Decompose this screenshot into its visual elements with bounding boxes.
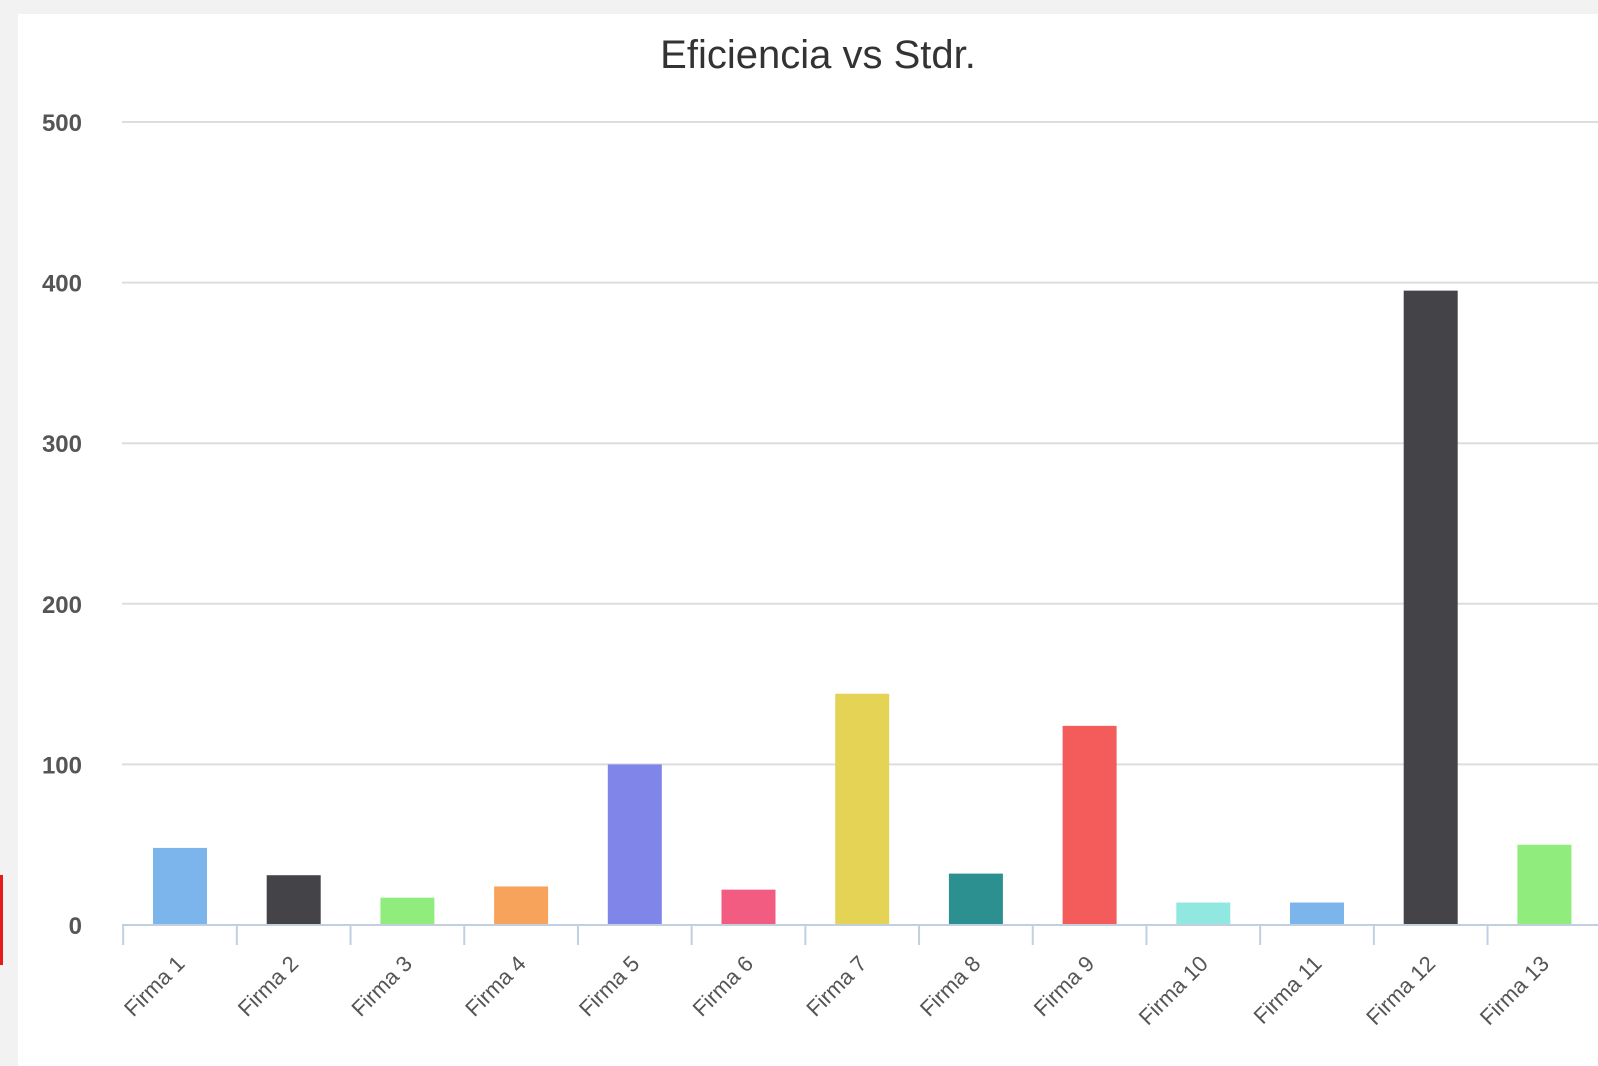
bar-firma-7[interactable]: [835, 693, 890, 925]
chart-title: Eficiencia vs Stdr.: [660, 33, 976, 77]
x-tick-label: Firma 12: [1361, 951, 1440, 1030]
bar-firma-9[interactable]: [1062, 725, 1117, 925]
x-tick-label: Firma 10: [1134, 951, 1213, 1030]
x-tick-label: Firma 4: [460, 951, 530, 1021]
bar-firma-13[interactable]: [1517, 844, 1572, 925]
y-tick-label: 400: [42, 271, 82, 298]
gridlines: [122, 121, 1598, 766]
bar-firma-11[interactable]: [1290, 902, 1344, 925]
bar-firma-6[interactable]: [721, 889, 776, 925]
x-axis-labels: Firma 1 Firma 2 Firma 3 Firma 4 Firma 5 Firma…: [119, 951, 1554, 1030]
y-tick-label: 500: [42, 110, 82, 137]
y-tick-label: 100: [42, 752, 82, 779]
x-tick-label: Firma 3: [347, 951, 417, 1021]
bar-firma-12[interactable]: [1403, 290, 1458, 925]
x-tick-label: Firma 1: [119, 951, 189, 1021]
x-axis: [122, 924, 1598, 945]
x-tick-label: Firma 2: [233, 951, 303, 1021]
x-tick-label: Firma 8: [915, 951, 985, 1021]
x-tick-label: Firma 13: [1475, 951, 1554, 1030]
red-edge-marker: [0, 875, 3, 965]
y-tick-label: 0: [69, 913, 82, 940]
x-tick-label: Firma 6: [688, 951, 758, 1021]
y-tick-label: 200: [42, 592, 82, 619]
bar-firma-8[interactable]: [948, 873, 1003, 925]
bar-firma-4[interactable]: [494, 886, 549, 925]
bar-firma-2[interactable]: [266, 875, 321, 925]
x-tick-label: Firma 5: [574, 951, 644, 1021]
bar-firma-10[interactable]: [1176, 902, 1231, 925]
y-axis-ticks: 0 100 200 300 400 500: [42, 110, 82, 940]
bars: [153, 290, 1572, 925]
x-tick-label: Firma 11: [1249, 951, 1327, 1029]
bar-firma-3[interactable]: [380, 897, 435, 925]
bar-firma-5[interactable]: [607, 764, 662, 925]
y-tick-label: 300: [42, 431, 82, 458]
x-tick-label: Firma 7: [801, 951, 871, 1021]
bar-firma-1[interactable]: [153, 847, 207, 925]
x-tick-label: Firma 9: [1029, 951, 1099, 1021]
